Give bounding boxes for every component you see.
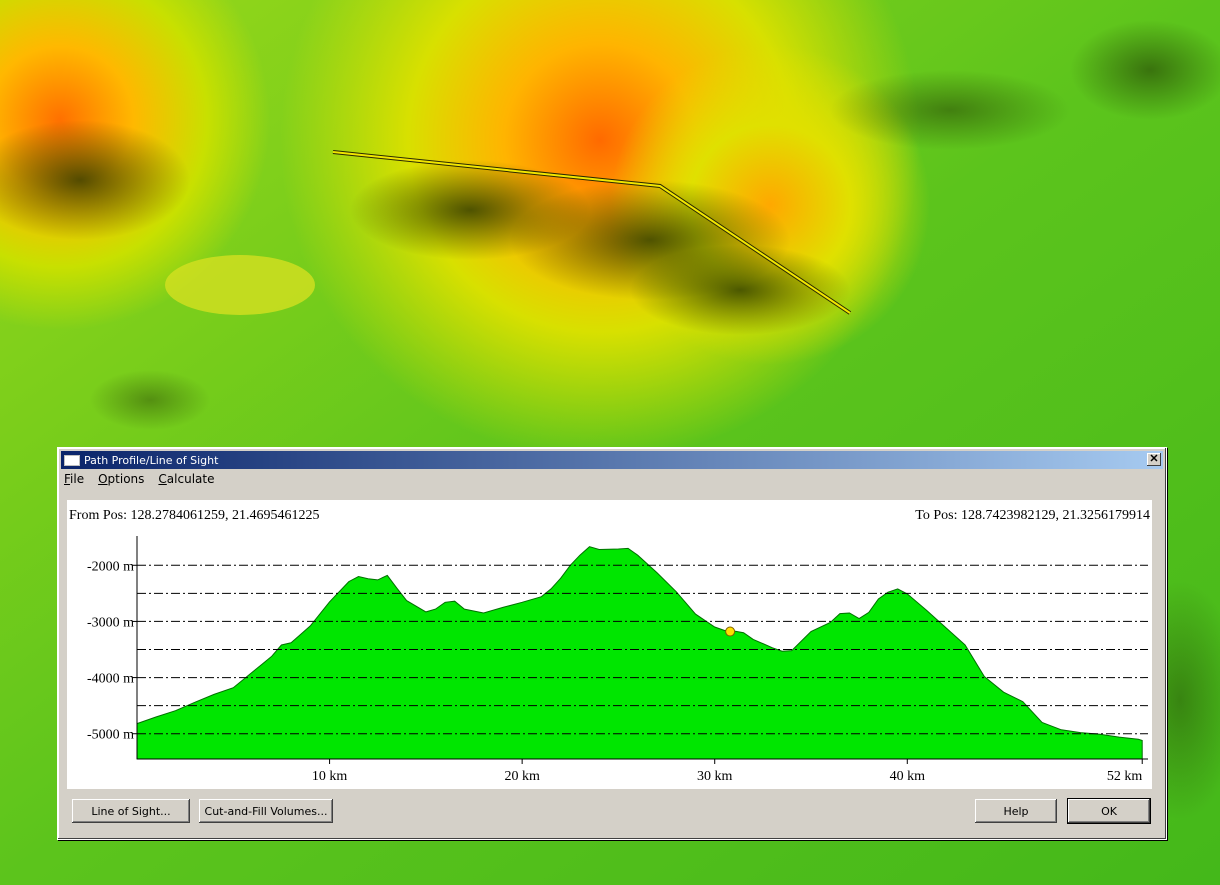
ok-button[interactable]: OK xyxy=(1068,799,1150,823)
menu-file[interactable]: File xyxy=(64,472,84,490)
menu-options-rest: ptions xyxy=(107,472,145,486)
elevation-profile-chart[interactable]: From Pos: 128.2784061259, 21.4695461225 … xyxy=(67,500,1152,789)
y-tick-label: -4000 m xyxy=(87,672,134,687)
menu-calculate-rest: alculate xyxy=(166,472,215,486)
to-position-label: To Pos: 128.7423982129, 21.3256179914 xyxy=(915,508,1150,523)
window-icon xyxy=(64,454,80,466)
help-button[interactable]: Help xyxy=(975,799,1057,823)
menu-options-mnemonic: O xyxy=(98,472,108,486)
x-tick-label: 40 km xyxy=(890,769,926,784)
from-position-label: From Pos: 128.2784061259, 21.4695461225 xyxy=(69,508,319,523)
position-marker xyxy=(725,626,736,637)
window-title: Path Profile/Line of Sight xyxy=(84,453,219,467)
x-tick-label: 10 km xyxy=(312,769,348,784)
x-tick-label: 52 km xyxy=(1107,769,1143,784)
title-bar[interactable]: Path Profile/Line of Sight ✕ xyxy=(61,451,1163,469)
menu-options[interactable]: Options xyxy=(98,472,144,490)
cut-and-fill-volumes-button[interactable]: Cut-and-Fill Volumes... xyxy=(199,799,333,823)
close-button[interactable]: ✕ xyxy=(1147,453,1161,466)
path-profile-window: Path Profile/Line of Sight ✕ File Option… xyxy=(57,447,1167,840)
menu-calculate-mnemonic: C xyxy=(158,472,167,486)
menu-file-mnemonic: F xyxy=(64,472,71,486)
menu-bar: File Options Calculate xyxy=(64,472,214,490)
menu-file-rest: ile xyxy=(70,472,85,486)
x-tick-label: 20 km xyxy=(504,769,539,784)
y-tick-label: -5000 m xyxy=(87,728,134,743)
elevation-area xyxy=(136,546,1143,760)
y-tick-label: -3000 m xyxy=(87,615,134,630)
line-of-sight-button[interactable]: Line of Sight... xyxy=(72,799,190,823)
y-tick-label: -2000 m xyxy=(87,559,134,574)
x-tick-label: 30 km xyxy=(697,769,733,784)
profile-panel: From Pos: 128.2784061259, 21.4695461225 … xyxy=(67,500,1152,789)
menu-calculate[interactable]: Calculate xyxy=(158,472,214,490)
